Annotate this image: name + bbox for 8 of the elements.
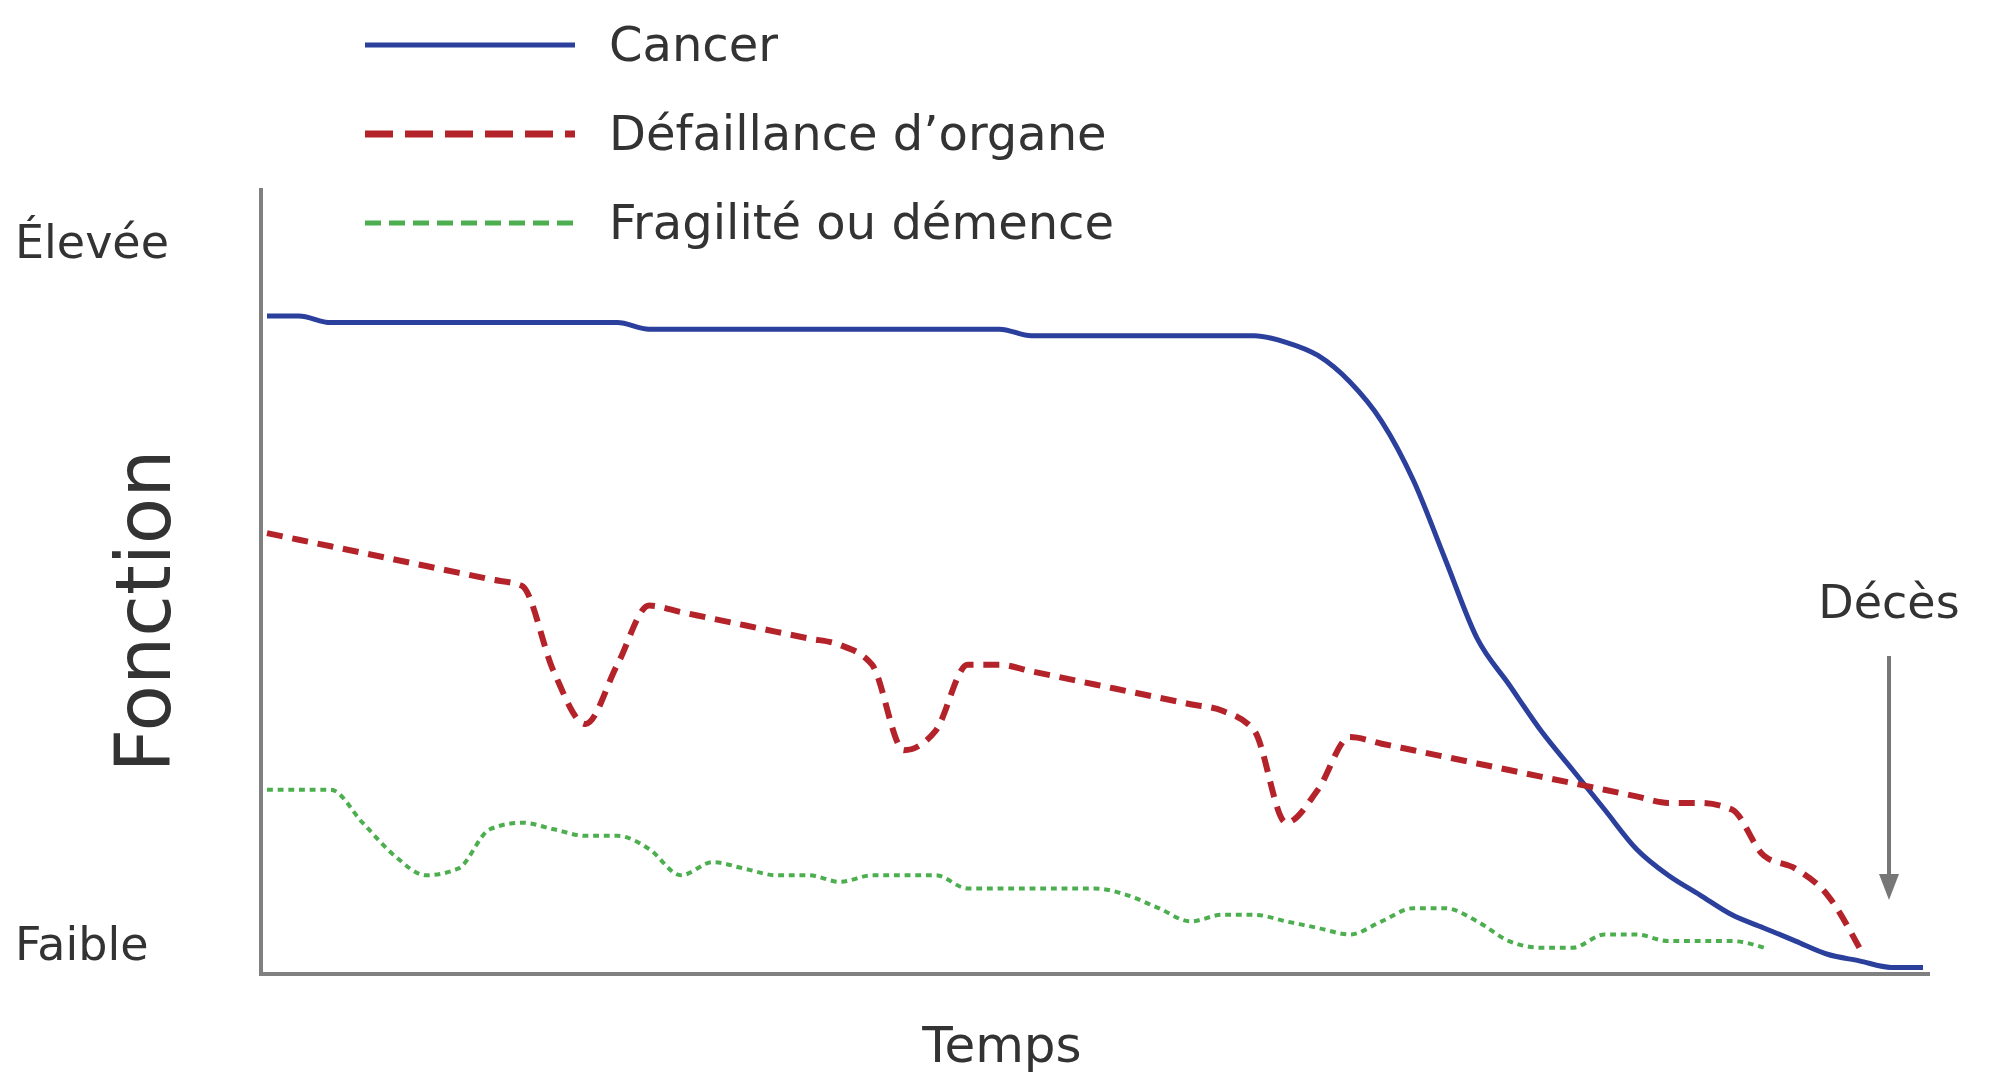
y-axis-title: Fonction <box>99 449 188 773</box>
legend-label: Fragilité ou démence <box>609 194 1115 250</box>
annotation: Décès <box>1818 575 1960 629</box>
text: Élevée <box>15 215 169 269</box>
legend-label: Cancer <box>609 16 779 72</box>
text: Faible <box>15 917 149 971</box>
legend-label: Défaillance d’organe <box>609 105 1107 161</box>
x-axis-title: Temps <box>921 1016 1082 1074</box>
